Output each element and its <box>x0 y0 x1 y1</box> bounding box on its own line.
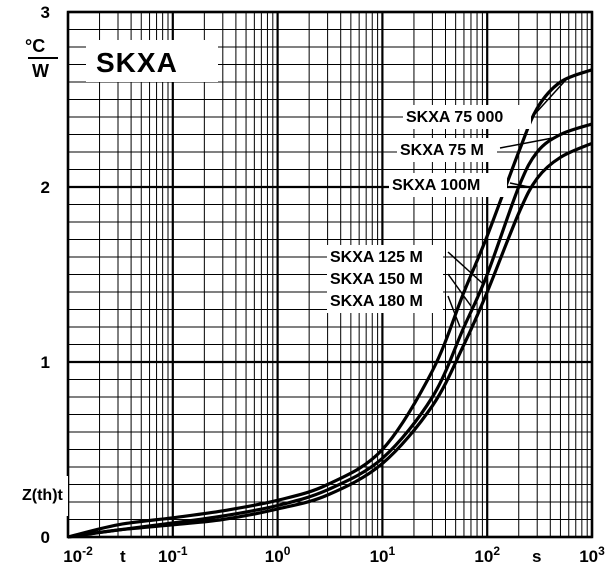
legend-label: SKXA 75 M <box>400 142 484 159</box>
legend-label: SKXA 180 M <box>330 293 423 310</box>
title-box: SKXA <box>86 40 218 82</box>
grid <box>66 10 594 539</box>
legend-label: SKXA 75 000 <box>406 109 503 126</box>
plot-frame <box>66 10 594 539</box>
y-axis-label: Z(th)t <box>18 476 68 516</box>
legend-leader-line <box>447 251 483 284</box>
x-unit-label: s <box>532 547 541 566</box>
legend-background <box>327 245 443 313</box>
legend-background <box>389 173 507 197</box>
y-tick-label: 2 <box>41 178 50 197</box>
x-tick-label: 100 <box>265 544 291 566</box>
legend-label: SKXA 150 M <box>330 271 423 288</box>
legend-leaders <box>447 76 570 328</box>
legend-leader-line <box>447 295 461 328</box>
legend-group: SKXA 100M <box>389 173 507 197</box>
legend-group: SKXA 125 M SKXA 150 M SKXA 180 M <box>327 245 443 313</box>
x-tick-label: 10-2 <box>63 544 93 566</box>
y-tick-labels: 0 1 2 3 <box>41 3 50 547</box>
legend-background <box>403 105 531 129</box>
y-axis-label-text: Z(th)t <box>22 487 64 504</box>
legend-group: SKXA 75 M <box>397 138 497 162</box>
legend-group: SKXA 75 000 <box>403 105 531 129</box>
legend-label: SKXA 100M <box>392 177 480 194</box>
x-tick-labels: 10-2 10-1 100 101 102 103 <box>63 544 605 566</box>
x-tick-label: 102 <box>474 544 500 566</box>
curves <box>67 68 593 539</box>
x-tick-label: 10-1 <box>158 544 188 566</box>
chart-title: SKXA <box>96 47 178 78</box>
y-tick-label: 3 <box>41 3 50 22</box>
y-tick-label: 0 <box>41 528 50 547</box>
legend-background <box>397 138 497 162</box>
legend-leader-line <box>447 273 472 307</box>
series-curve <box>67 122 593 539</box>
x-variable-label: t <box>120 547 126 566</box>
y-tick-label: 1 <box>41 353 50 372</box>
legend-leader-line <box>509 182 530 188</box>
legend-leader-line <box>499 137 553 149</box>
legend-leader-line <box>533 76 570 116</box>
legend-label: SKXA 125 M <box>330 249 423 266</box>
y-unit-bottom: W <box>32 61 49 81</box>
series-curve <box>67 68 593 539</box>
title-background <box>86 40 218 82</box>
x-tick-label: 103 <box>579 544 605 566</box>
series-curve <box>67 141 593 539</box>
x-tick-label: 101 <box>370 544 396 566</box>
y-unit-top: °C <box>25 36 45 56</box>
